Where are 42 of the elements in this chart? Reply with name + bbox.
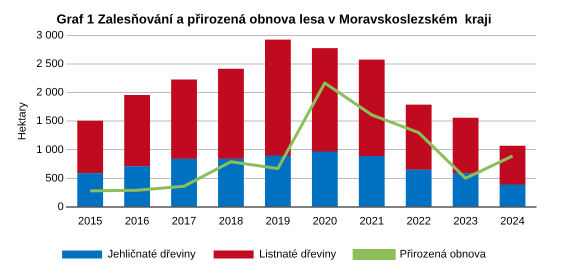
legend-label: Přirozená obnova: [400, 248, 487, 261]
y-tick-label: 2 000: [36, 86, 64, 99]
bar: [264, 40, 291, 156]
bar: [406, 104, 432, 170]
bar: [312, 48, 338, 152]
bar: [171, 80, 197, 159]
bar: [452, 118, 479, 174]
y-tick-label: 1 000: [36, 144, 64, 156]
bar: [264, 155, 291, 206]
x-tick-label: 2019: [266, 215, 290, 228]
y-tick-label: 3 000: [36, 30, 64, 42]
bar: [171, 158, 197, 206]
x-tick-label: 2015: [78, 215, 102, 228]
legend-label: Listnaté dřeviny: [259, 248, 337, 261]
bar: [77, 120, 104, 174]
bar: [312, 151, 338, 206]
y-tick-label: 500: [45, 172, 64, 184]
chart-title: Graf 1 Zalesňování a přirozená obnova lesa v Moravskoslezském kraji: [56, 11, 492, 26]
bar: [218, 158, 244, 206]
bar: [358, 156, 385, 206]
x-tick-label: 2020: [312, 215, 338, 228]
x-tick-label: 2023: [453, 215, 478, 228]
x-tick-label: 2017: [172, 215, 196, 228]
bar: [77, 173, 104, 206]
x-tick-label: 2018: [218, 215, 244, 228]
x-tick-label: 2021: [360, 215, 384, 228]
legend-label: Jehličnaté dřeviny: [108, 248, 196, 261]
y-tick-label: 2 500: [36, 58, 64, 70]
bar: [500, 146, 526, 185]
bar: [500, 184, 526, 206]
x-tick-label: 2016: [124, 215, 150, 228]
bar: [124, 94, 150, 166]
y-tick-label: 1 500: [36, 115, 64, 128]
y-tick-label: 0: [58, 200, 64, 213]
bar: [452, 173, 479, 206]
bar: [406, 170, 432, 206]
bar: [358, 60, 385, 156]
x-tick-label: 2024: [500, 215, 525, 228]
y-axis-title: Hektary: [16, 102, 29, 140]
bar: [124, 166, 150, 206]
x-tick-label: 2022: [406, 215, 431, 228]
bar: [218, 68, 244, 159]
